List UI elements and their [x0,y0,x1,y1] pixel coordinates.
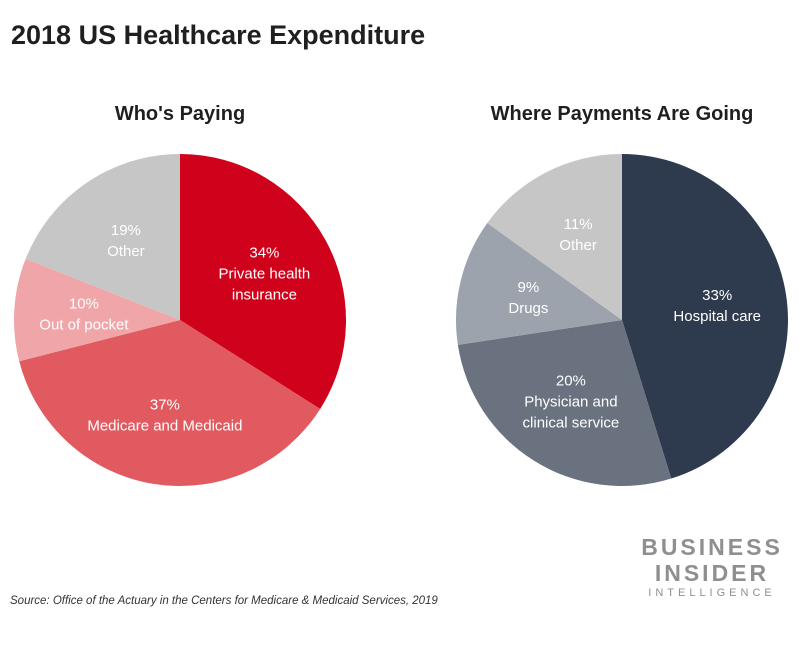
pie-value-label: 10% [69,296,99,313]
pie-slice-other [25,153,180,320]
pie-label-hospital-care: 33% Hospital care [673,287,761,325]
pie-label-out-of-pocket: 10% Out of pocket [39,296,129,334]
logo-line-insider: INSIDER [654,560,770,586]
page-title: 2018 US Healthcare Expenditure [11,20,426,50]
pie-slice-medicare-and-medicaid [19,320,321,486]
pie-category-label: Drugs [508,300,548,317]
pie-value-label: 33% [702,287,732,304]
business-insider-intelligence-logo: BUSINESS INSIDER INTELLIGENCE [632,534,792,600]
pie-value-label: 37% [150,397,180,414]
source-note: Source: Office of the Actuary in the Cen… [10,595,438,607]
pie-category-label: Out of pocket [39,317,129,334]
pie-value-label: 34% [249,245,279,262]
pie-category-label: Hospital care [673,308,761,325]
pie-category-label: Medicare and Medicaid [87,418,242,435]
pie-label-medicare-and-medicaid: 37% Medicare and Medicaid [87,397,242,435]
chart-title-whos-paying: Who's Paying [114,103,246,125]
pie-label-physician-and-clinical-service: 20% Physician and clinical service [523,373,620,432]
pie-slice-hospital-care [622,154,788,479]
logo-line-intelligence: INTELLIGENCE [648,587,776,599]
pie-value-label: 11% [564,216,593,233]
pie-chart-whos-paying: 34% Private health insurance 37% Medicare an… [14,153,347,486]
pie-category-label: Physician and [524,394,617,411]
chart-title-where-payments-going: Where Payments Are Going [490,103,754,125]
pie-slice-drugs [455,223,622,345]
pie-category-label: Other [107,243,145,260]
pie-label-other: 19% Other [107,222,145,260]
pie-slice-private-health-insurance [180,154,347,409]
pie-category-label: Other [559,237,597,254]
logo-line-business: BUSINESS [641,534,783,560]
pie-slice-other [487,154,622,320]
pie-category-label: Private health [219,266,311,283]
pie-label-drugs: 9% Drugs [508,279,548,317]
pie-slice-out-of-pocket [14,258,181,362]
pie-value-label: 9% [518,279,540,296]
pie-label-other: 11% Other [559,216,597,254]
pie-category-label: clinical service [523,415,620,432]
pie-value-label: 20% [556,373,586,390]
pie-category-label: insurance [232,287,297,304]
pie-value-label: 19% [111,222,141,239]
pie-slice-physician-and-clinical-service [457,320,672,486]
pie-label-private-health-insurance: 34% Private health insurance [219,245,311,304]
